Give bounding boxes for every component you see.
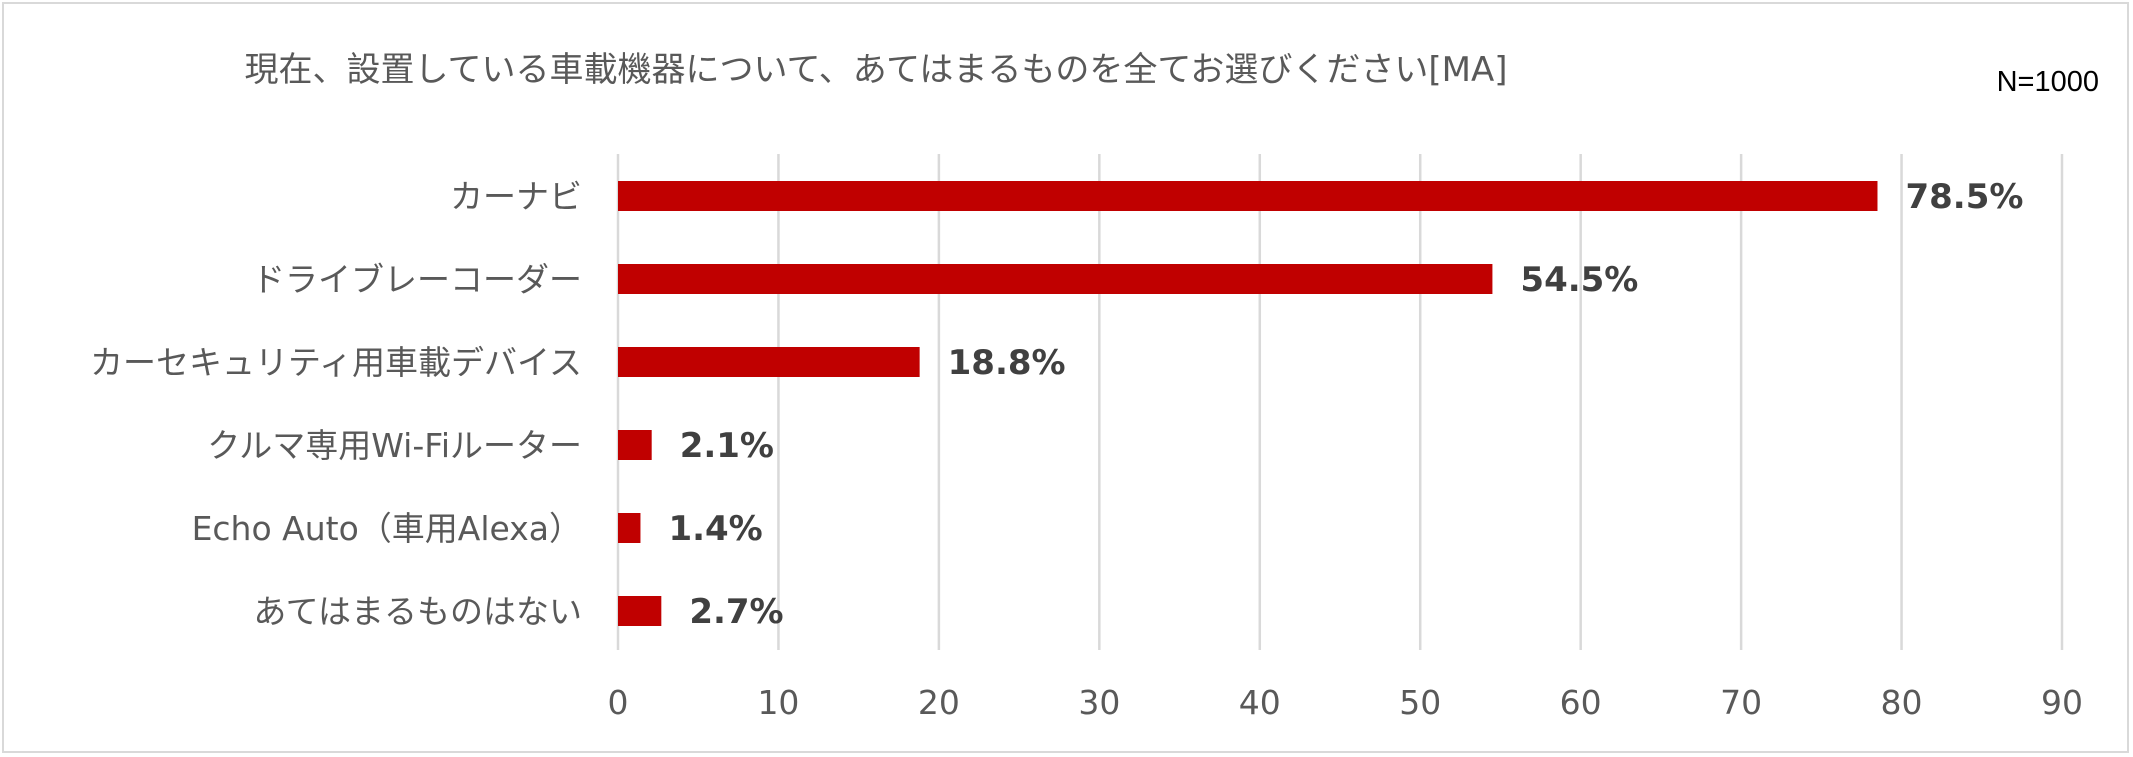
category-label-3: クルマ専用Wi-Fiルーター bbox=[207, 426, 582, 465]
x-tick-label-60: 60 bbox=[1560, 683, 1602, 722]
value-label-2: 18.8% bbox=[948, 343, 1066, 383]
value-labels: 78.5% 54.5% 18.8% 2.1% 1.4% 2.7% bbox=[668, 177, 2023, 632]
value-label-5: 2.7% bbox=[689, 592, 783, 632]
value-label-3: 2.1% bbox=[680, 426, 774, 466]
x-tick-label-0: 0 bbox=[608, 683, 629, 722]
value-label-4: 1.4% bbox=[668, 509, 762, 549]
x-tick-label-30: 30 bbox=[1078, 683, 1120, 722]
bars bbox=[618, 181, 1878, 626]
x-tick-label-10: 10 bbox=[757, 683, 799, 722]
category-label-0: カーナビ bbox=[450, 177, 582, 216]
x-tick-label-40: 40 bbox=[1239, 683, 1281, 722]
x-tick-label-50: 50 bbox=[1399, 683, 1441, 722]
category-label-2: カーセキュリティ用車載デバイス bbox=[90, 343, 582, 382]
gridlines bbox=[616, 154, 2064, 650]
value-label-1: 54.5% bbox=[1520, 260, 1638, 300]
bar-4 bbox=[618, 513, 641, 543]
value-label-0: 78.5% bbox=[1905, 177, 2023, 217]
x-tick-label-70: 70 bbox=[1720, 683, 1762, 722]
sample-size-label: N=1000 bbox=[1996, 66, 2099, 98]
x-tick-label-80: 80 bbox=[1881, 683, 1923, 722]
x-tick-label-20: 20 bbox=[918, 683, 960, 722]
x-tick-label-90: 90 bbox=[2041, 683, 2083, 722]
category-label-4: Echo Auto（車用Alexa） bbox=[192, 509, 582, 548]
bar-2 bbox=[618, 347, 920, 377]
category-label-5: あてはまるものはない bbox=[253, 592, 582, 631]
category-labels: カーナビドライブレーコーダーカーセキュリティ用車載デバイスクルマ専用Wi-Fiル… bbox=[90, 177, 582, 631]
bar-3 bbox=[618, 430, 652, 460]
chart-title: 現在、設置している車載機器について、あてはまるものを全てお選びください[MA] bbox=[244, 50, 1508, 90]
x-axis-tick-labels: 0 10 20 30 40 50 60 70 80 90 bbox=[608, 683, 2084, 722]
category-label-1: ドライブレーコーダー bbox=[252, 260, 582, 299]
bar-5 bbox=[618, 596, 662, 626]
bar-0 bbox=[618, 181, 1878, 211]
bar-1 bbox=[618, 264, 1493, 294]
